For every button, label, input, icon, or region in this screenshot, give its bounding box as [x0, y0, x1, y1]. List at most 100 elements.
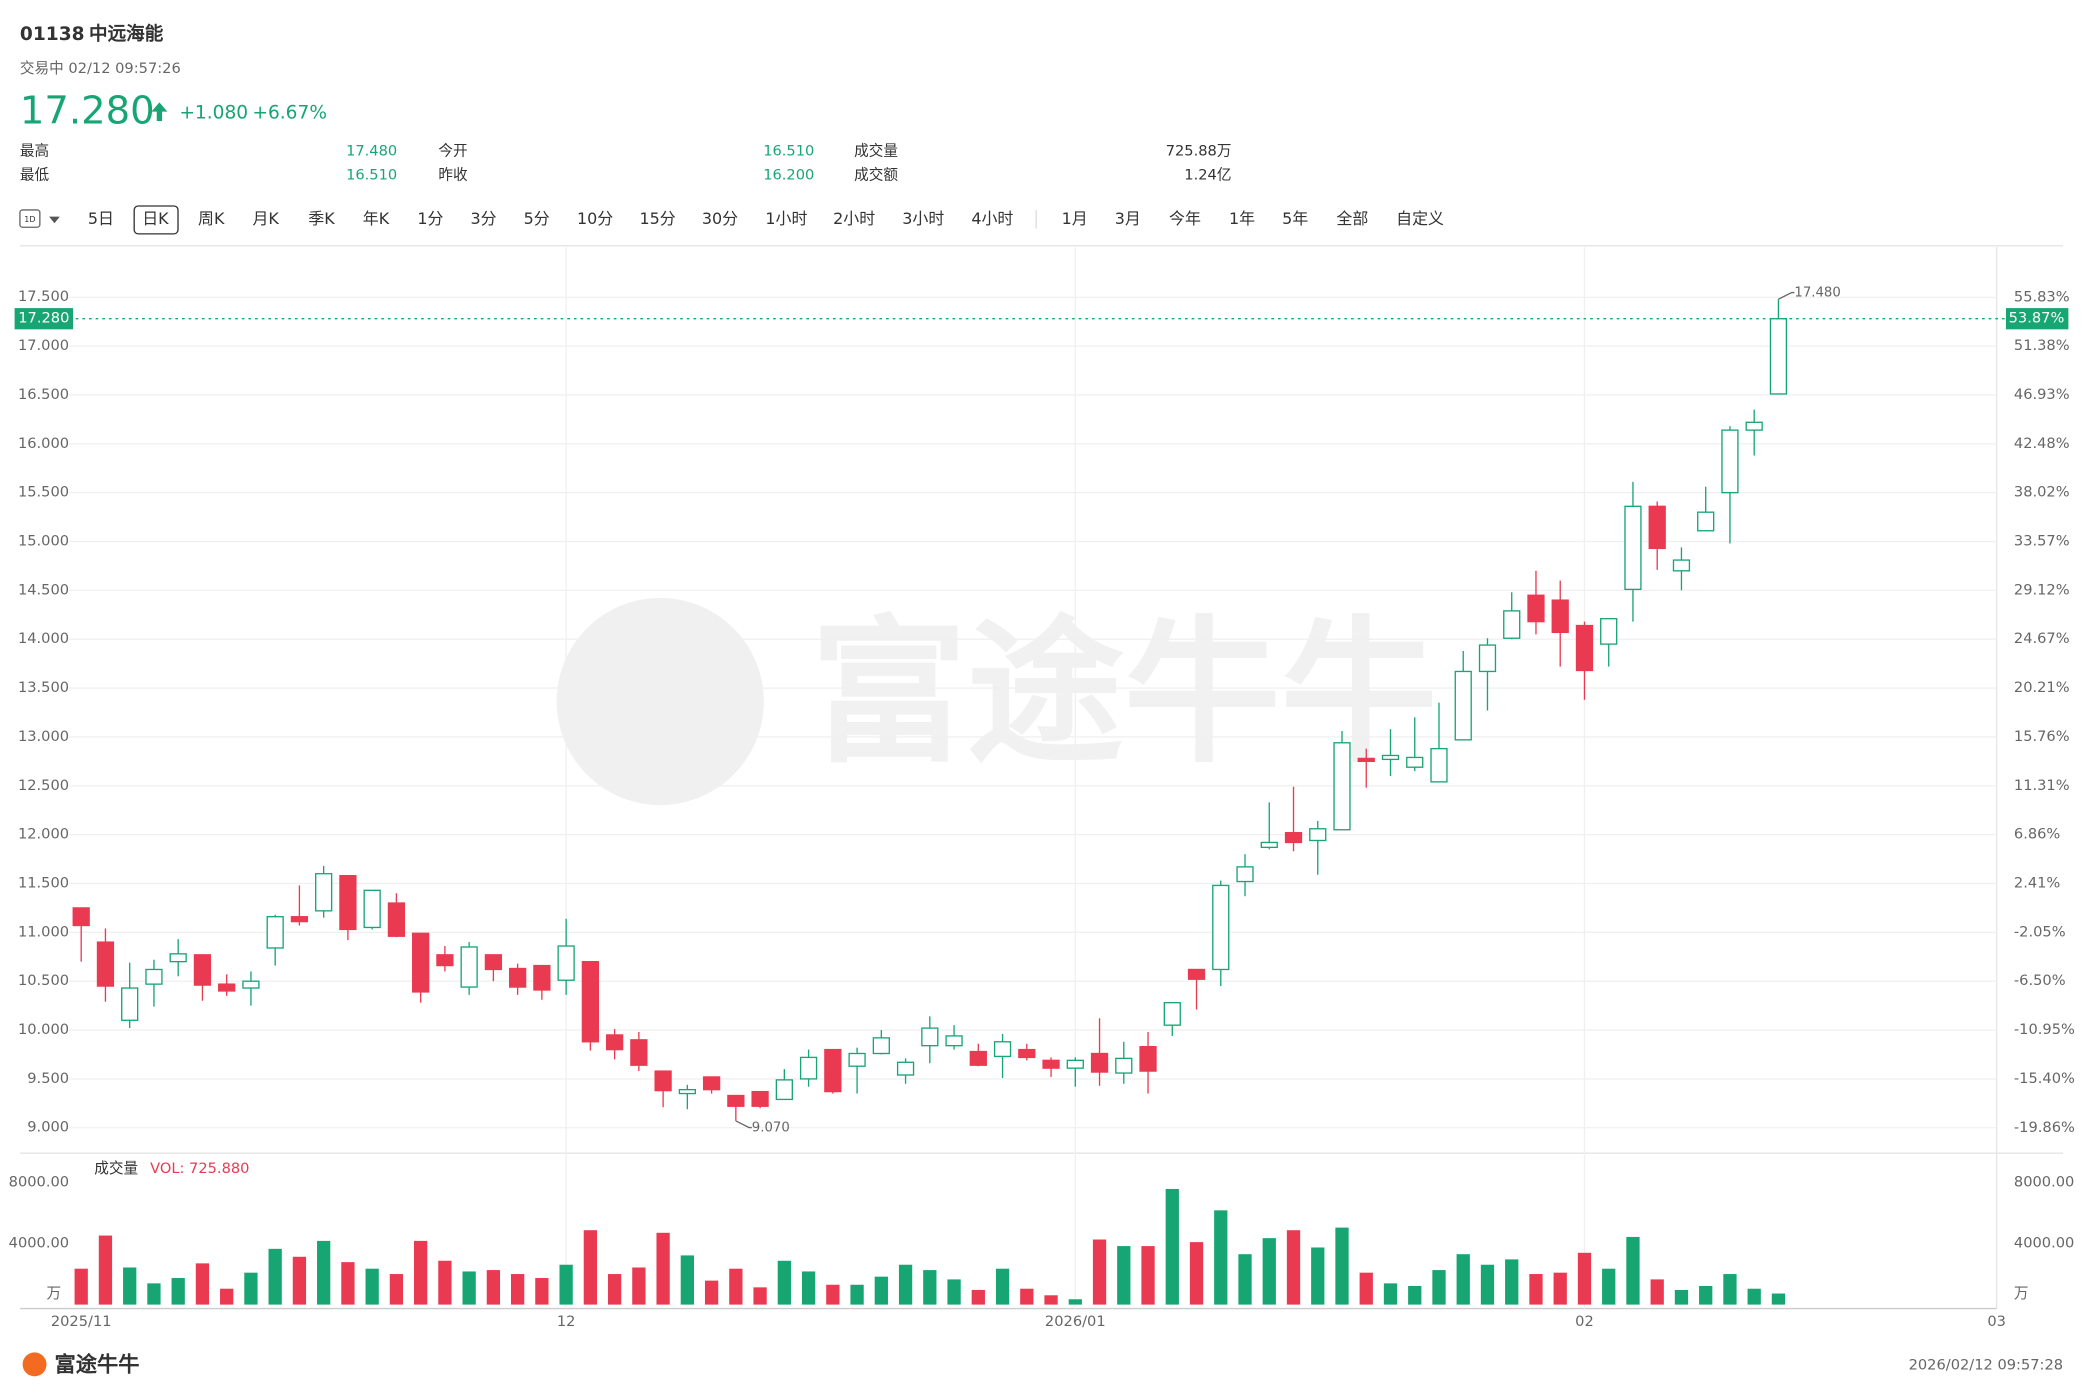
volume-bar: [1092, 1239, 1107, 1305]
x-tick-label: 12: [557, 1313, 576, 1330]
range[interactable]: 今年: [1169, 209, 1201, 228]
volume-bar: [1359, 1272, 1373, 1305]
candle-body: [921, 1027, 939, 1047]
period[interactable]: 10分: [577, 209, 613, 228]
candle-body: [581, 960, 600, 1043]
range[interactable]: 自定义: [1396, 209, 1444, 228]
range[interactable]: 3月: [1115, 209, 1141, 228]
volume-bar: [1626, 1236, 1640, 1305]
vol-tick-label: 8000.00: [9, 1173, 69, 1190]
brand: 富途牛牛: [54, 1352, 139, 1378]
candle-body: [1551, 599, 1569, 634]
period[interactable]: 周K: [198, 209, 225, 228]
y-tick-label: 15.000: [18, 533, 69, 550]
y2-tick-label: -19.86%: [2014, 1119, 2075, 1136]
volume-bar: [1383, 1283, 1398, 1305]
volume-bar: [1480, 1264, 1495, 1305]
volume-bar: [1238, 1254, 1252, 1305]
candle-body: [218, 983, 236, 992]
y2-tick-label: 33.57%: [2014, 533, 2070, 550]
y2-tick-label: 42.48%: [2014, 435, 2070, 452]
volume-bar: [123, 1267, 137, 1305]
volume-bar: [1068, 1299, 1082, 1305]
vol-title: 成交量: [94, 1159, 138, 1177]
candle-body: [557, 945, 575, 981]
y-tick-label: 12.500: [18, 777, 69, 794]
volume-bar: [801, 1271, 816, 1305]
candle-body: [824, 1048, 842, 1093]
range[interactable]: 5年: [1282, 209, 1308, 228]
candle-body: [412, 932, 430, 993]
candle-body: [1600, 618, 1618, 645]
candle-body: [1212, 884, 1230, 971]
candle-body: [533, 964, 551, 991]
candle-body: [1163, 1002, 1181, 1026]
candle-body: [1430, 747, 1448, 783]
period[interactable]: 1分: [417, 209, 443, 228]
candle-body: [1454, 670, 1472, 741]
volume-bar: [1335, 1227, 1349, 1305]
volume-bar: [1408, 1285, 1422, 1305]
y2-tick-label: -2.05%: [2014, 923, 2066, 940]
low-label: 9.070: [752, 1121, 790, 1136]
stat-label: 成交量: [854, 142, 898, 160]
period[interactable]: 3小时: [902, 209, 944, 228]
stat-value: 16.510: [346, 166, 397, 183]
y-tick-label: 15.500: [18, 484, 69, 501]
candle-body: [993, 1041, 1012, 1058]
high-leader: [1778, 291, 1795, 300]
interval-icon-text: 1D: [24, 215, 35, 224]
y-tick-label: 11.500: [18, 874, 69, 891]
y2-tick-label: 51.38%: [2014, 337, 2070, 354]
period[interactable]: 5日: [88, 209, 114, 228]
period[interactable]: 月K: [252, 209, 279, 228]
range[interactable]: 1年: [1229, 209, 1255, 228]
period[interactable]: 2小时: [833, 209, 875, 228]
volume-bar: [1650, 1279, 1664, 1305]
period[interactable]: 1小时: [765, 209, 807, 228]
last-pct-box: [2005, 308, 2069, 330]
dropdown[interactable]: [49, 216, 60, 224]
volume-bar: [874, 1276, 888, 1305]
y-tick-label: 13.500: [18, 679, 69, 696]
last-price-label: 17.280: [18, 310, 69, 327]
interval-icon[interactable]: [19, 209, 41, 228]
volume-bar: [1262, 1238, 1276, 1305]
volume-bar: [1602, 1268, 1616, 1305]
volume-bar: [583, 1230, 598, 1305]
volume-bar: [1771, 1293, 1786, 1305]
period[interactable]: 5分: [524, 209, 550, 228]
candle-body: [969, 1050, 987, 1066]
stat-value: 16.200: [763, 166, 814, 183]
candle-body: [193, 954, 212, 986]
volume-bar: [220, 1288, 234, 1305]
period[interactable]: 3分: [471, 209, 497, 228]
volume-bar: [1165, 1188, 1179, 1305]
period[interactable]: 4小时: [971, 209, 1013, 228]
period[interactable]: 年K: [363, 209, 390, 228]
x-tick-label: 2025/11: [51, 1313, 112, 1330]
volume-bar: [704, 1280, 719, 1305]
period[interactable]: 15分: [639, 209, 675, 228]
candle-body: [1624, 505, 1642, 591]
y-tick-label: 9.500: [27, 1070, 69, 1087]
volume-bar: [486, 1270, 501, 1305]
period[interactable]: 季K: [308, 209, 335, 228]
range[interactable]: 1月: [1062, 209, 1088, 228]
volume-bar: [947, 1279, 961, 1305]
candle-body: [436, 954, 454, 967]
period[interactable]: 30分: [702, 209, 738, 228]
stat-value: 1.24亿: [1184, 166, 1231, 183]
volume-bar: [1214, 1210, 1228, 1305]
range[interactable]: 全部: [1336, 209, 1368, 228]
stat-label: 昨收: [438, 166, 468, 183]
stock-code: 01138: [20, 24, 85, 45]
watermark-logo: [556, 597, 764, 806]
candle-body: [169, 953, 187, 963]
y-tick-label: 10.000: [18, 1021, 69, 1038]
period[interactable]: 日K: [142, 209, 169, 228]
candle-body: [1721, 429, 1739, 494]
volume-bar: [826, 1284, 840, 1305]
candle-body: [1187, 968, 1206, 980]
